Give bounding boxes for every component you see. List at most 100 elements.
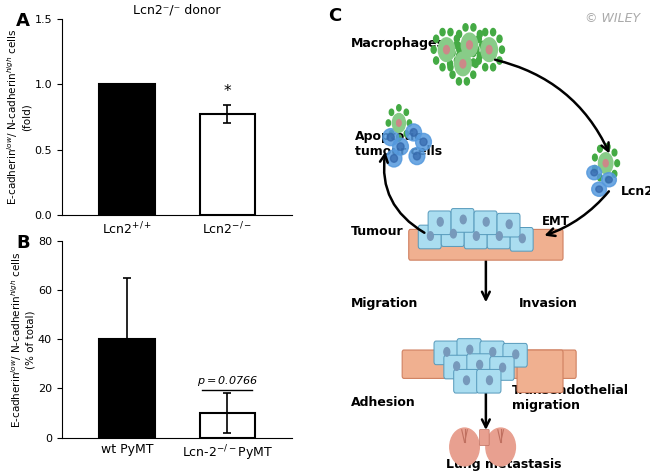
Ellipse shape <box>450 428 479 466</box>
Circle shape <box>389 109 394 115</box>
Y-axis label: E-cadherin$^{low}$/ N-cadherin$^{high}$ cells
(% of total): E-cadherin$^{low}$/ N-cadherin$^{high}$ … <box>8 251 35 428</box>
Ellipse shape <box>591 169 597 176</box>
FancyBboxPatch shape <box>428 211 451 235</box>
Circle shape <box>605 176 610 183</box>
Circle shape <box>428 232 434 240</box>
Circle shape <box>481 38 497 61</box>
Circle shape <box>463 24 468 31</box>
FancyBboxPatch shape <box>457 339 481 362</box>
Text: Adhesion: Adhesion <box>351 396 416 409</box>
Ellipse shape <box>596 186 603 193</box>
Circle shape <box>431 46 436 53</box>
Circle shape <box>460 215 466 224</box>
Ellipse shape <box>420 138 427 146</box>
Text: Transendothelial
migration: Transendothelial migration <box>512 384 629 412</box>
Bar <box>99 84 155 215</box>
FancyBboxPatch shape <box>402 350 576 378</box>
FancyBboxPatch shape <box>409 229 563 260</box>
Circle shape <box>476 35 482 43</box>
Circle shape <box>404 109 408 115</box>
Circle shape <box>440 28 445 36</box>
Circle shape <box>473 232 479 240</box>
Circle shape <box>471 24 476 31</box>
Circle shape <box>519 234 525 243</box>
Text: C: C <box>328 7 341 25</box>
Circle shape <box>477 30 482 38</box>
Ellipse shape <box>406 124 422 141</box>
Circle shape <box>597 174 603 181</box>
Circle shape <box>396 120 401 126</box>
Circle shape <box>450 71 455 79</box>
Circle shape <box>473 60 478 68</box>
Circle shape <box>448 60 452 68</box>
Circle shape <box>603 159 608 167</box>
Circle shape <box>615 160 619 166</box>
Circle shape <box>437 218 443 226</box>
Circle shape <box>396 105 401 111</box>
Circle shape <box>497 35 502 43</box>
FancyBboxPatch shape <box>454 369 478 393</box>
Ellipse shape <box>592 182 606 196</box>
Circle shape <box>434 57 439 64</box>
Ellipse shape <box>606 176 612 183</box>
Circle shape <box>460 60 466 68</box>
Circle shape <box>471 49 476 57</box>
Circle shape <box>408 120 411 126</box>
Circle shape <box>486 45 492 54</box>
Text: $p$ = 0.0766: $p$ = 0.0766 <box>197 375 258 388</box>
Text: *: * <box>224 84 231 99</box>
Circle shape <box>440 63 445 71</box>
Circle shape <box>612 149 617 156</box>
Circle shape <box>454 35 460 43</box>
Circle shape <box>499 46 504 53</box>
FancyBboxPatch shape <box>476 369 501 393</box>
Circle shape <box>454 362 460 370</box>
FancyBboxPatch shape <box>517 350 563 393</box>
Ellipse shape <box>386 150 402 167</box>
Circle shape <box>463 376 469 385</box>
Circle shape <box>467 345 473 354</box>
Ellipse shape <box>387 133 395 141</box>
FancyBboxPatch shape <box>480 429 489 446</box>
Circle shape <box>467 41 473 49</box>
Circle shape <box>455 52 471 76</box>
FancyArrowPatch shape <box>547 192 609 236</box>
Circle shape <box>404 131 408 137</box>
Circle shape <box>480 41 485 49</box>
Title: Lcn2⁻/⁻ donor: Lcn2⁻/⁻ donor <box>133 3 221 17</box>
Circle shape <box>456 78 461 85</box>
Ellipse shape <box>587 166 602 180</box>
FancyBboxPatch shape <box>480 341 504 365</box>
FancyBboxPatch shape <box>441 223 464 246</box>
Circle shape <box>386 120 391 126</box>
Circle shape <box>393 114 406 132</box>
Text: Apoptotic
tumour cells: Apoptotic tumour cells <box>355 131 442 158</box>
FancyBboxPatch shape <box>418 225 441 249</box>
Ellipse shape <box>409 148 425 165</box>
Circle shape <box>471 71 476 79</box>
Ellipse shape <box>391 155 398 162</box>
Circle shape <box>476 360 482 369</box>
Circle shape <box>450 229 456 238</box>
FancyBboxPatch shape <box>488 225 510 249</box>
Circle shape <box>497 57 502 64</box>
FancyBboxPatch shape <box>444 355 468 379</box>
FancyBboxPatch shape <box>510 228 533 251</box>
FancyBboxPatch shape <box>464 225 488 249</box>
Circle shape <box>462 33 478 57</box>
Ellipse shape <box>602 173 616 187</box>
Ellipse shape <box>410 129 417 136</box>
Circle shape <box>448 63 453 71</box>
Bar <box>99 340 155 438</box>
Circle shape <box>474 46 479 53</box>
Circle shape <box>454 57 460 64</box>
FancyArrowPatch shape <box>380 155 424 233</box>
Circle shape <box>490 348 496 356</box>
Circle shape <box>497 232 502 240</box>
Circle shape <box>612 170 617 177</box>
FancyBboxPatch shape <box>434 341 458 365</box>
Ellipse shape <box>415 133 432 150</box>
Circle shape <box>593 154 597 161</box>
FancyBboxPatch shape <box>474 211 497 235</box>
Bar <box>200 114 255 215</box>
